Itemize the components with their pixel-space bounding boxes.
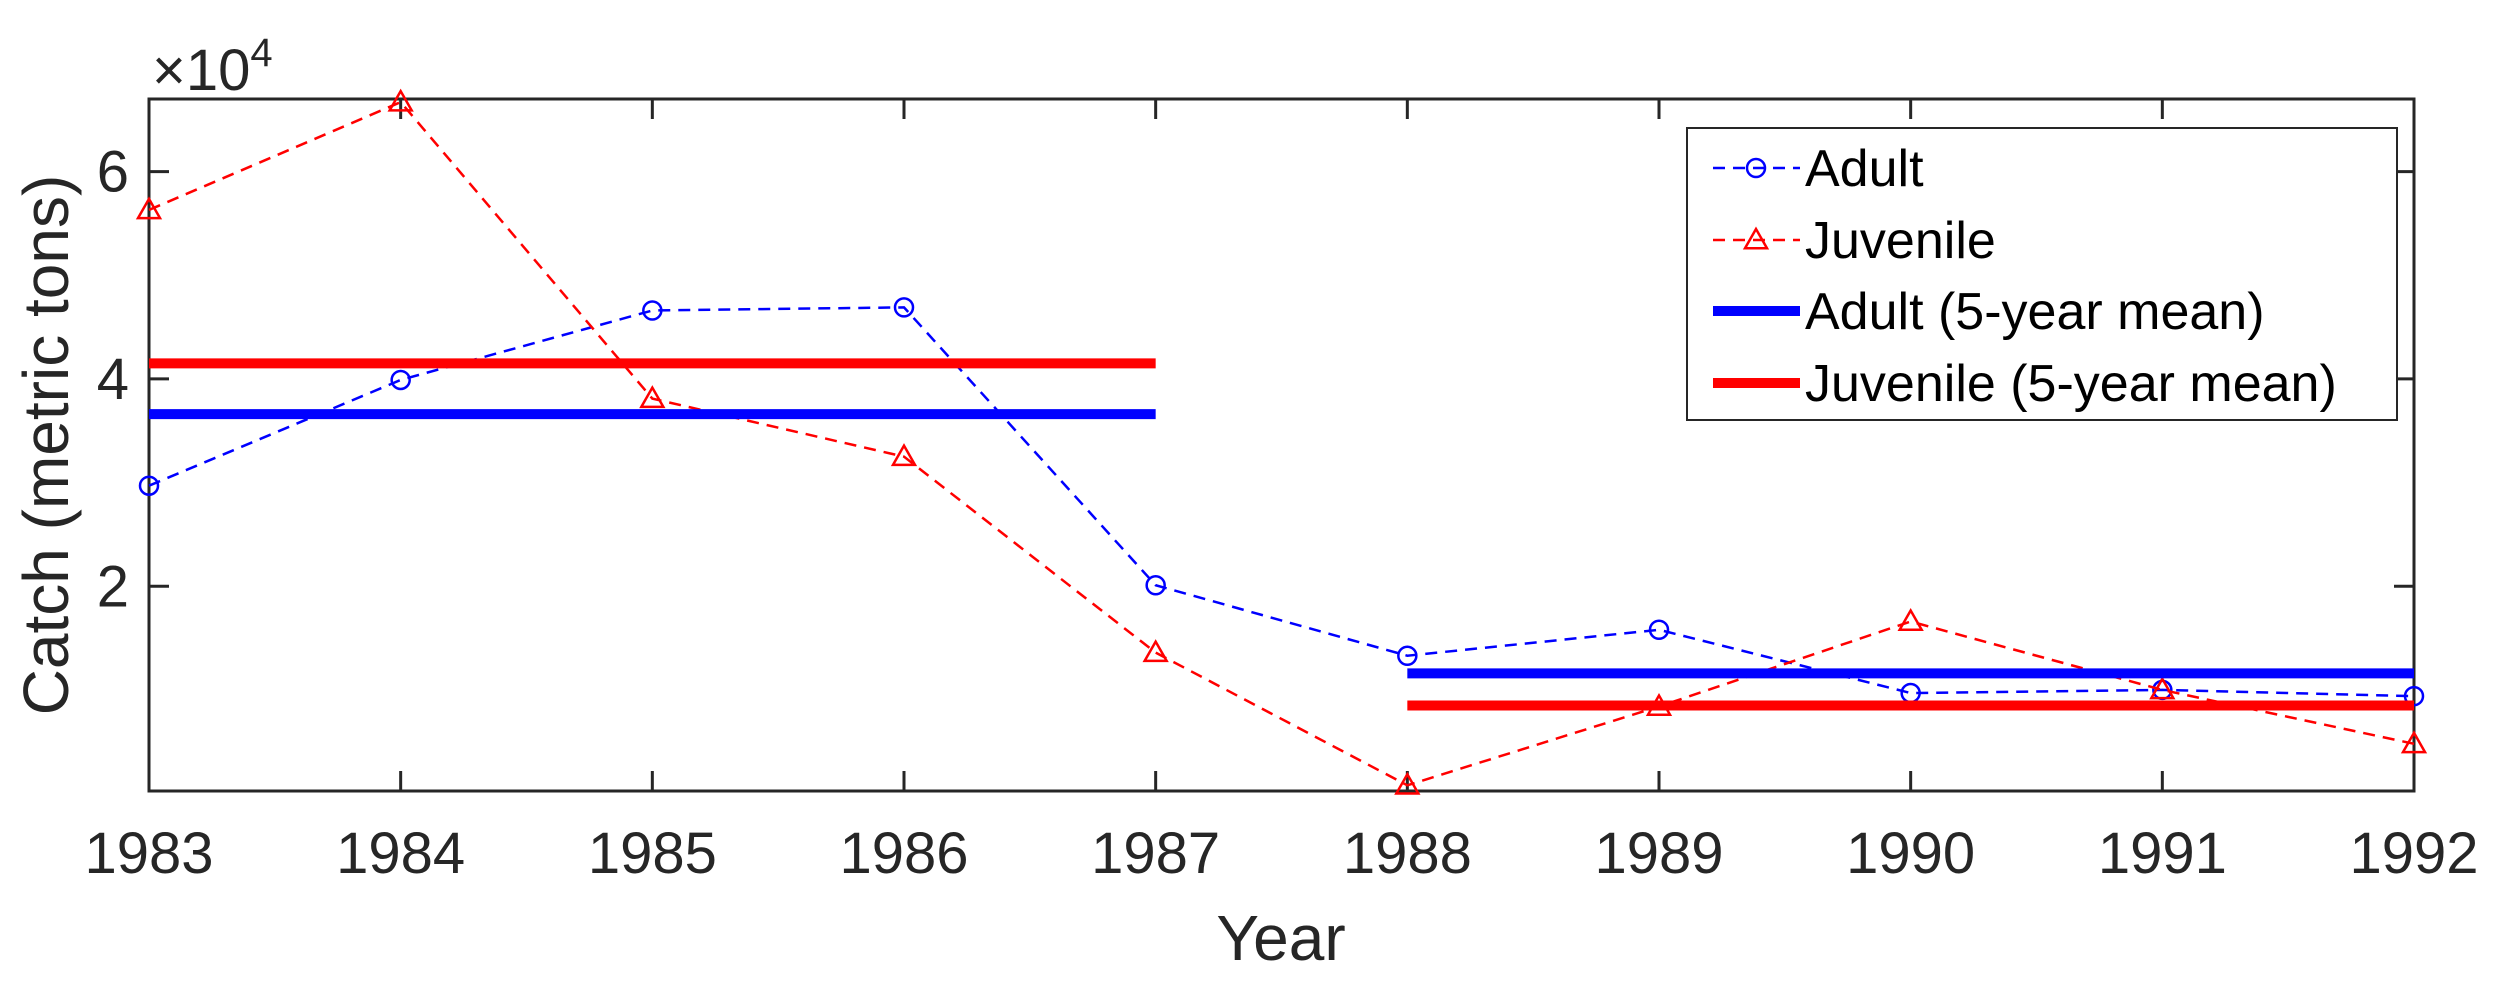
x-tick-label: 1983 bbox=[84, 821, 213, 886]
series-juvenile-5-year-mean bbox=[149, 358, 2414, 711]
legend-item-juvenile: Juvenile bbox=[1713, 212, 1996, 270]
juvenile-point bbox=[135, 196, 163, 220]
legend-box bbox=[1686, 127, 2398, 421]
y-exponent-label: ×104 bbox=[152, 31, 273, 103]
adult-point bbox=[642, 300, 663, 321]
adult-point bbox=[1648, 619, 1670, 641]
legend-marker bbox=[1742, 226, 1770, 250]
x-tick-label: 1991 bbox=[2098, 821, 2227, 886]
series-adult-5-year-mean bbox=[149, 409, 2414, 679]
legend-marker bbox=[1745, 157, 1767, 179]
legend-label: Adult bbox=[1805, 140, 1924, 198]
series-juvenile bbox=[135, 88, 2428, 795]
legend-items: Adult Juvenile Adult (5-year mean) Juvenile… bbox=[1713, 140, 2337, 413]
x-tick-label: 1984 bbox=[336, 821, 465, 886]
juvenile-point bbox=[1897, 607, 1924, 631]
x-tick-label: 1989 bbox=[1594, 821, 1723, 886]
juvenile-line bbox=[148, 100, 2415, 787]
adult-point bbox=[893, 297, 915, 318]
y-tick-label: 4 bbox=[97, 347, 129, 412]
series-layer bbox=[135, 88, 2428, 795]
legend-label: Juvenile (5-year mean) bbox=[1805, 355, 2337, 413]
legend-item-adult: Adult bbox=[1713, 140, 1924, 198]
adult-line bbox=[148, 306, 2415, 698]
x-tick-label: 1988 bbox=[1343, 821, 1472, 886]
legend-item-juvenile-5-year-mean: Juvenile (5-year mean) bbox=[1713, 355, 2337, 413]
adult-point bbox=[1397, 645, 1418, 666]
juvenile-point bbox=[1394, 771, 1421, 795]
legend-item-adult-5-year-mean: Adult (5-year mean) bbox=[1713, 283, 2265, 341]
x-tick-label: 1986 bbox=[839, 821, 968, 886]
juvenile-point bbox=[639, 385, 666, 409]
juvenile-point bbox=[2400, 730, 2428, 754]
adult-point bbox=[138, 475, 160, 496]
y-exponent-power: 4 bbox=[250, 31, 272, 75]
axis-ticks: 1983 1984 1985 1986 1987 1988 1989 1990 1991 1992… bbox=[84, 99, 2479, 886]
juvenile-point bbox=[890, 443, 918, 467]
y-tick-label: 6 bbox=[97, 140, 129, 205]
y-axis-label: Catch (metric tons) bbox=[10, 175, 82, 716]
juvenile-point bbox=[387, 88, 414, 112]
x-tick-label: 1990 bbox=[1846, 821, 1975, 886]
x-tick-label: 1992 bbox=[2349, 821, 2478, 886]
adult-point bbox=[1145, 574, 1166, 596]
x-tick-label: 1985 bbox=[588, 821, 717, 886]
legend-label: Juvenile bbox=[1805, 212, 1996, 270]
adult-point bbox=[390, 369, 411, 391]
x-tick-label: 1987 bbox=[1091, 821, 1220, 886]
legend: Adult Juvenile Adult (5-year mean) Juvenile… bbox=[1686, 127, 2398, 421]
juvenile-point bbox=[1142, 639, 1169, 663]
y-tick-label: 2 bbox=[97, 554, 129, 619]
legend-label: Adult (5-year mean) bbox=[1805, 283, 2265, 341]
juvenile-point bbox=[2149, 676, 2176, 700]
x-axis-label: Year bbox=[1216, 902, 1345, 974]
